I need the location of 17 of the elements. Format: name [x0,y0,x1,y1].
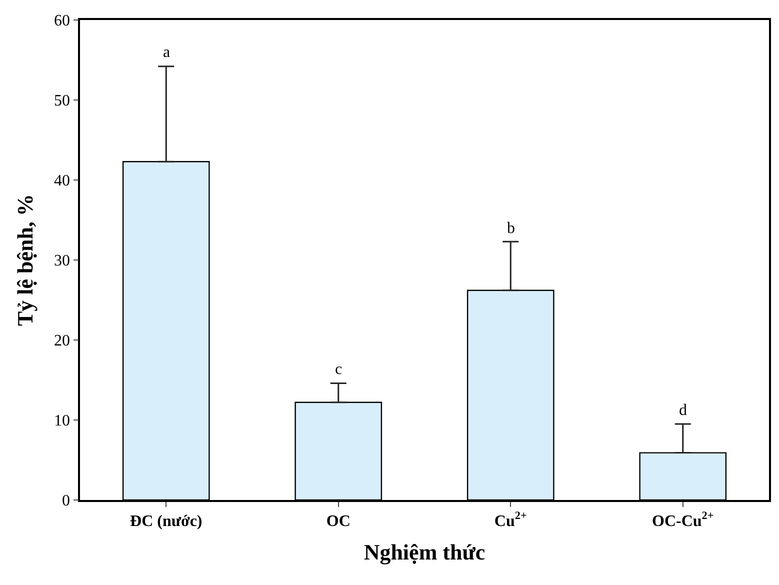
annotation: b [507,220,515,237]
annotation: d [679,402,687,419]
y-tick-label: 30 [54,252,70,270]
x-tick-label: ĐC (nước) [130,512,202,530]
x-tick-label: OC-Cu$^{2+}$ [652,510,714,530]
y-tick-label: 10 [54,412,70,430]
y-axis-title: Tỷ lệ bệnh, % [12,194,38,326]
x-tick-label: OC [326,512,350,530]
y-tick-label: 60 [54,12,70,30]
x-tick-label: Cu$^{2+}$ [494,510,527,530]
x-axis-title: Nghiệm thức [364,539,486,564]
annotation: a [163,44,170,61]
y-tick-label: 50 [54,92,70,110]
y-tick-label: 0 [62,492,70,510]
annotation: c [335,361,342,378]
y-tick-label: 40 [54,172,70,190]
y-tick-label: 20 [54,332,70,350]
